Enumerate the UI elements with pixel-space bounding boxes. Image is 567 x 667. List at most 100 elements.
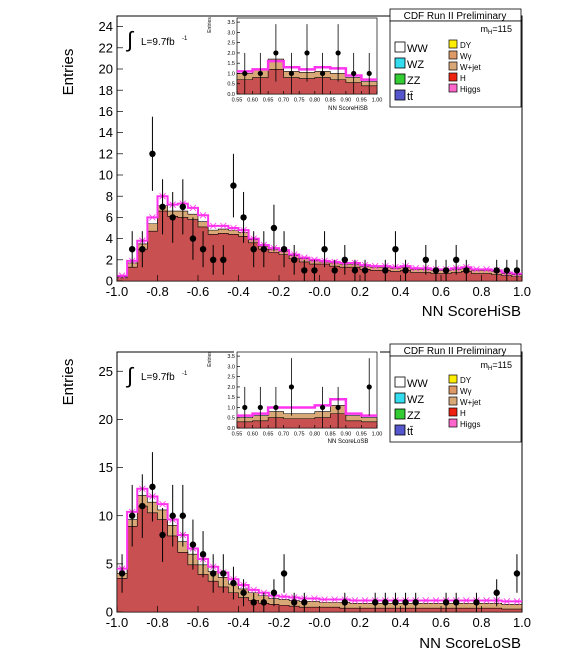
bottom-inset-x-tick-label: 0.75 — [294, 432, 305, 438]
top-data-point — [513, 267, 521, 274]
top-data-point — [341, 256, 349, 263]
bottom-hatch-mark — [483, 597, 490, 604]
top-data-point — [250, 246, 257, 253]
legend-swatch — [448, 61, 458, 71]
bottom-inset-data-point — [257, 404, 263, 411]
bottom-inset-x-tick-label: 0.95 — [356, 432, 367, 438]
legend-swatch — [448, 50, 458, 60]
top-hatch-mark — [371, 262, 379, 270]
bottom-lumi-text: L=9.7fb — [141, 372, 175, 383]
top-inset: 0.0 0.5 1.0 1.5 2.0 2.5 3.0 3.5 0.55 0.60 0.65 0.7… — [207, 17, 382, 112]
top-y-tick-label: 18 — [99, 83, 113, 98]
legend-label: Higgs — [460, 420, 480, 429]
top-inset-y-tick-label: 2.0 — [227, 51, 235, 57]
top-x-tick-label: -0.0 — [308, 284, 330, 299]
top-data-point — [139, 246, 146, 253]
bottom-data-point — [371, 599, 379, 606]
bottom-inset-data-point — [319, 404, 326, 411]
top-y-tick-label: 6 — [106, 210, 113, 225]
top-legend-items: WW WZ ZZ tt̄ DY Wγ W+jet H Higgs — [394, 39, 481, 103]
top-data-point — [179, 203, 187, 210]
bottom-inset-x-ticks: 0.55 0.60 0.65 0.70 0.75 0.80 0.85 0.90 0.95 1.00 — [232, 425, 383, 438]
bottom-hatch-mark — [422, 597, 430, 604]
legend-swatch — [448, 83, 458, 93]
bottom-inset-x-tick-label: 1.00 — [372, 432, 383, 438]
bottom-data-points — [118, 452, 521, 612]
top-data-point — [493, 267, 500, 274]
legend-swatch — [448, 39, 458, 49]
bottom-background-stack — [116, 495, 523, 613]
top-y-tick-label: 20 — [99, 62, 113, 77]
bottom-y-axis-title: Entries — [60, 359, 77, 406]
top-x-tick-label: -1.0 — [106, 284, 128, 299]
bottom-data-point — [452, 599, 460, 606]
top-hatch-mark — [412, 264, 419, 272]
top-data-points — [128, 116, 521, 281]
bottom-data-point — [220, 570, 227, 577]
bottom-data-point — [179, 512, 187, 519]
legend-label: Wγ — [460, 52, 472, 61]
top-inset-data-point — [366, 70, 372, 77]
bottom-data-point — [149, 483, 156, 491]
top-inset-data-point — [257, 70, 263, 77]
top-legend-box: CDF Run II Preliminary mH=115 WW WZ ZZ tt̄ D… — [389, 8, 522, 108]
top-hatch-mark — [209, 222, 217, 230]
top-mass-label: mH=115 — [481, 24, 512, 36]
bottom-data-point — [260, 599, 268, 606]
legend-label: WZ — [407, 59, 424, 71]
bottom-legend-box: CDF Run II Preliminary mH=115 WW WZ ZZ tt̄ D… — [389, 343, 522, 443]
legend-label: DY — [460, 41, 472, 50]
legend-swatch — [448, 407, 458, 417]
top-y-tick-label: 8 — [106, 189, 113, 204]
legend-swatch — [394, 424, 406, 436]
bottom-x-axis-title: NN ScoreLoSB — [419, 635, 521, 652]
top-inset-y-axis-title: Entries — [207, 17, 213, 33]
top-lumi-text: L=9.7fb — [141, 37, 175, 48]
bottom-hatch-mark — [159, 500, 166, 508]
top-data-point — [159, 203, 166, 210]
bottom-inset-stack-red — [236, 413, 378, 429]
top-data-point — [230, 182, 237, 189]
bottom-y-tick-label: 5 — [106, 556, 113, 571]
legend-swatch — [448, 72, 458, 82]
bottom-inset-x-tick-label: 0.85 — [325, 432, 336, 438]
bottom-y-tick-label: 25 — [99, 364, 113, 379]
top-data-point — [432, 267, 440, 274]
legend-label: H — [460, 409, 466, 418]
bottom-inset-x-tick-label: 0.55 — [232, 432, 243, 438]
bottom-x-tick-label: -0.4 — [227, 615, 249, 630]
top-inset-y-tick-label: 0.0 — [227, 92, 235, 98]
top-data-point — [442, 267, 450, 274]
top-data-point — [422, 256, 430, 263]
bottom-inset-data-point — [288, 384, 295, 390]
bottom-hatch-mark — [503, 598, 511, 605]
bottom-y-tick-label: 0 — [106, 605, 113, 620]
top-y-axis-title: Entries — [60, 49, 77, 96]
top-integral-symbol: ∫ — [125, 27, 135, 52]
top-data-point — [128, 246, 136, 253]
bottom-x-tick-label: -0.2 — [268, 615, 290, 630]
top-inset-data-point — [319, 70, 326, 77]
top-inset-data-points — [242, 24, 372, 94]
top-inset-x-ticks: 0.55 0.60 0.65 0.70 0.75 0.80 0.85 0.90 0.95 1.00 — [232, 91, 382, 104]
top-data-point — [290, 256, 298, 263]
top-higgs-line — [117, 195, 522, 277]
bottom-hatch-mark — [351, 597, 359, 604]
bottom-inset-y-tick-label: 2.5 — [227, 375, 235, 381]
top-y-tick-label: 22 — [99, 40, 113, 55]
top-inset-data-point — [242, 70, 248, 77]
top-data-point — [220, 256, 227, 263]
legend-label: Wγ — [460, 387, 472, 396]
top-y-tick-label: 24 — [99, 19, 113, 34]
bottom-data-point — [493, 589, 500, 596]
top-inset-data-point — [273, 50, 279, 56]
bottom-data-point — [290, 599, 298, 606]
legend-swatch — [394, 376, 406, 388]
top-data-point — [361, 267, 369, 274]
bottom-x-tick-label: 1.0 — [513, 615, 531, 630]
top-y-tick-label: 4 — [106, 231, 113, 246]
top-luminosity-label: ∫ L=9.7fb -1 — [125, 27, 188, 52]
legend-label: WZ — [407, 394, 424, 406]
